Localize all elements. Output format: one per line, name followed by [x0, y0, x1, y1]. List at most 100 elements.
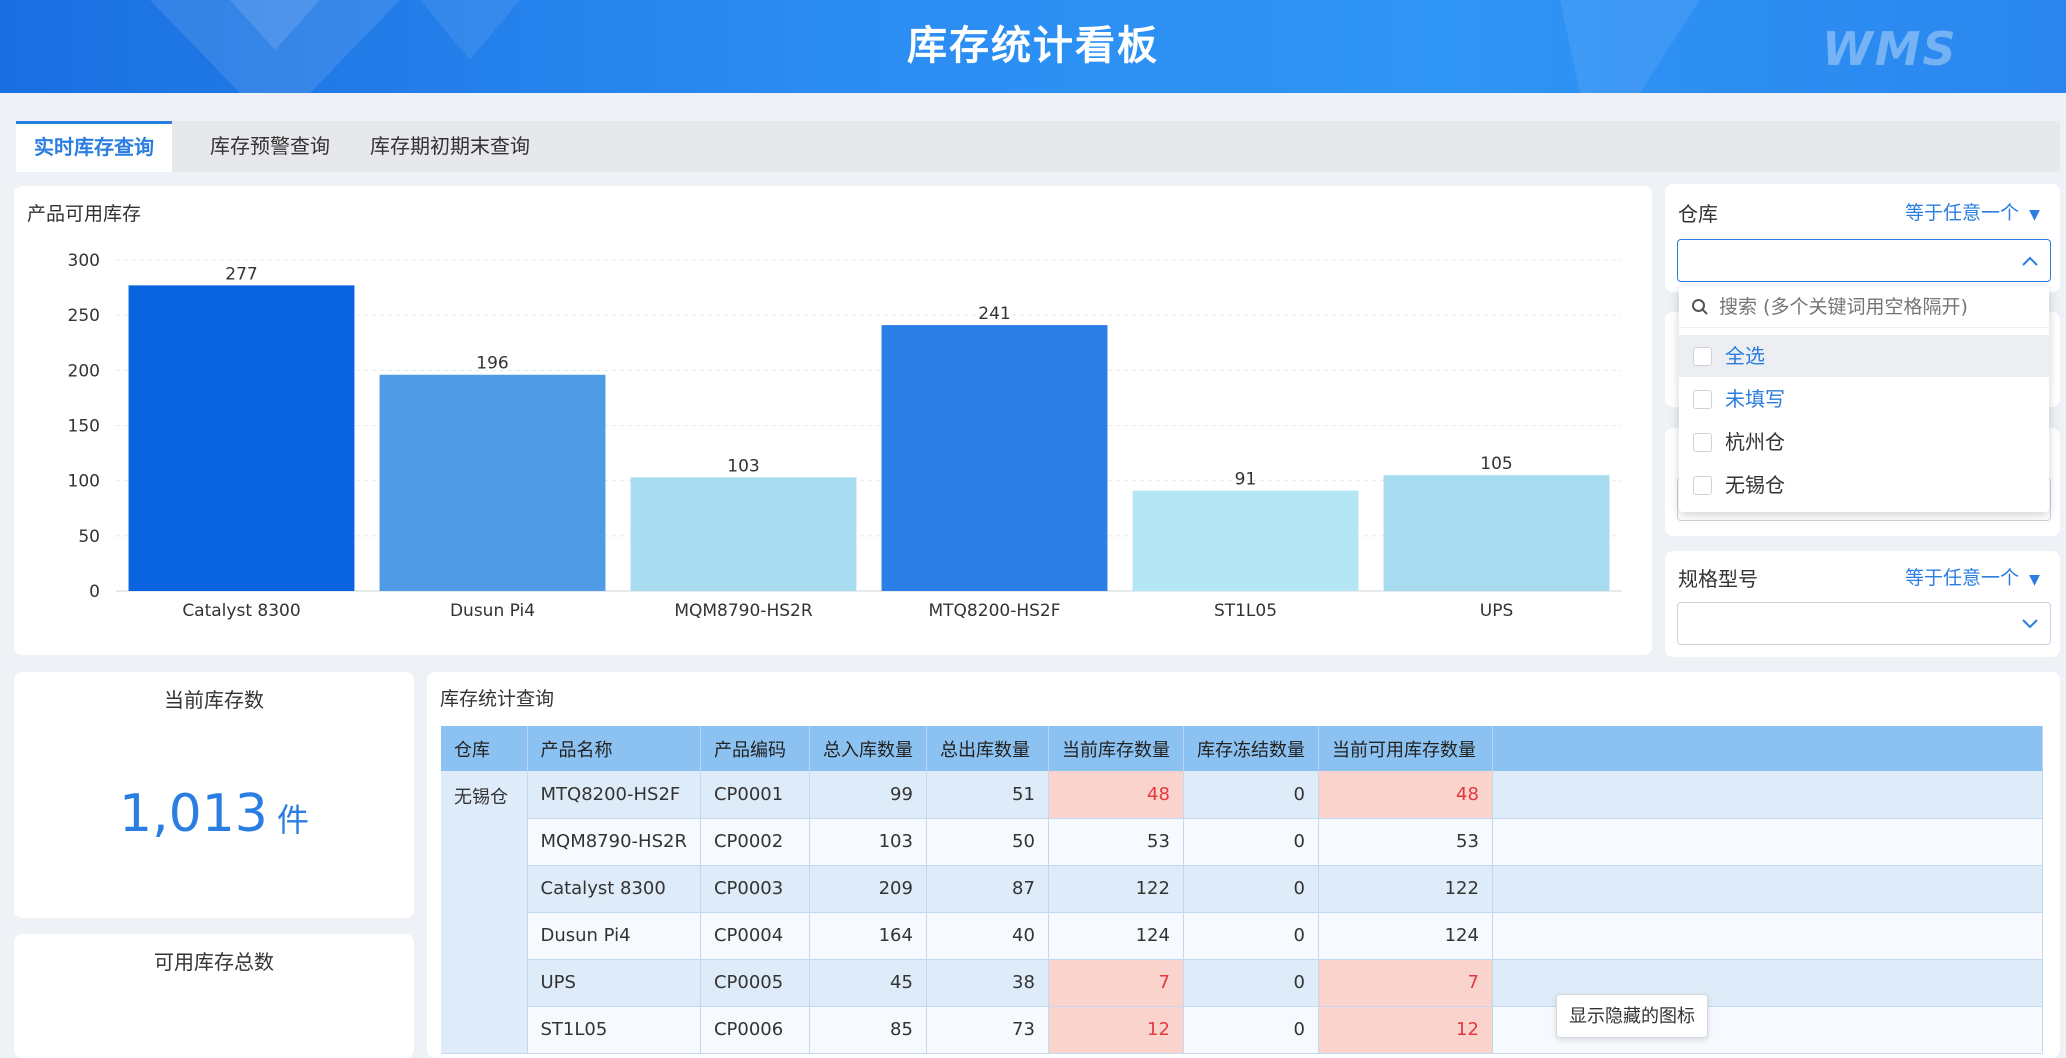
cell-available-stock: 124: [1318, 912, 1493, 960]
x-tick-label: ST1L05: [1214, 601, 1277, 621]
bar[interactable]: [379, 374, 606, 591]
cell-current-stock: 7: [1048, 959, 1184, 1007]
table-header-row: 仓库 产品名称 产品编码 总入库数量 总出库数量 当前库存数量 库存冻结数量 当…: [441, 726, 2043, 771]
col-frozen-stock[interactable]: 库存冻结数量: [1183, 726, 1319, 771]
spec-filter-mode[interactable]: 等于任意一个 ▼: [1905, 563, 2040, 590]
y-tick-label: 100: [68, 472, 100, 492]
table-row[interactable]: MQM8790-HS2R CP0002 103 50 53 0 53: [441, 818, 2043, 866]
cell-product-name: MTQ8200-HS2F: [527, 771, 701, 819]
cell-total-in: 164: [809, 912, 927, 960]
tab-realtime-stock[interactable]: 实时库存查询: [16, 121, 172, 172]
spec-filter-label: 规格型号: [1678, 567, 1758, 591]
x-tick-label: MQM8790-HS2R: [674, 601, 813, 621]
search-icon: [1692, 299, 1708, 315]
cell-filler: [1492, 818, 2043, 866]
dropdown-search-input[interactable]: [1717, 292, 2037, 322]
header-decoration: [150, 0, 1700, 93]
col-product-name[interactable]: 产品名称: [527, 726, 701, 771]
spec-filter-mode-label: 等于任意一个: [1905, 567, 2020, 589]
bar-data-label: 105: [1480, 454, 1512, 474]
cell-total-out: 38: [926, 959, 1049, 1007]
col-available-stock[interactable]: 当前可用库存数量: [1318, 726, 1493, 771]
cell-product-code: CP0004: [700, 912, 810, 960]
dropdown-option-hangzhou[interactable]: 杭州仓: [1679, 421, 2049, 463]
cell-total-out: 51: [926, 771, 1049, 819]
y-tick-label: 250: [68, 306, 100, 326]
cell-filler: [1492, 912, 2043, 960]
cell-frozen-stock: 0: [1183, 912, 1319, 960]
dropdown-option-unfilled[interactable]: 未填写: [1679, 378, 2049, 420]
caret-down-icon: ▼: [2029, 572, 2040, 588]
kpi-current-title: 当前库存数: [164, 688, 264, 712]
x-tick-label: UPS: [1480, 601, 1514, 621]
col-total-out[interactable]: 总出库数量: [926, 726, 1049, 771]
col-filler: [1492, 726, 2043, 771]
warehouse-filter-label: 仓库: [1678, 202, 1718, 226]
cell-total-out: 50: [926, 818, 1049, 866]
bar[interactable]: [128, 285, 355, 591]
y-tick-label: 150: [68, 417, 100, 437]
col-product-code[interactable]: 产品编码: [700, 726, 810, 771]
bar[interactable]: [1383, 475, 1610, 591]
spec-select[interactable]: [1677, 602, 2051, 645]
tab-stock-warning[interactable]: 库存预警查询: [210, 134, 330, 158]
option-label: 全选: [1725, 344, 1765, 368]
warehouse-filter-mode-label: 等于任意一个: [1905, 202, 2020, 224]
tab-stock-period[interactable]: 库存期初期末查询: [370, 134, 530, 158]
dropdown-option-wuxi[interactable]: 无锡仓: [1679, 464, 2049, 506]
table-row[interactable]: ST1L05 CP0006 85 73 12 0 12: [441, 1006, 2043, 1054]
y-tick-label: 200: [68, 361, 100, 381]
table-row[interactable]: UPS CP0005 45 38 7 0 7: [441, 959, 2043, 1007]
stock-table: 仓库 产品名称 产品编码 总入库数量 总出库数量 当前库存数量 库存冻结数量 当…: [441, 726, 2043, 1054]
bar-data-label: 196: [476, 354, 508, 374]
stock-table-title: 库存统计查询: [440, 688, 555, 710]
cell-current-stock: 124: [1048, 912, 1184, 960]
y-tick-label: 300: [68, 251, 100, 271]
page-title: 库存统计看板: [907, 23, 1159, 69]
warehouse-filter: 仓库 等于任意一个 ▼: [1665, 184, 2060, 292]
table-row[interactable]: Catalyst 8300 CP0003 209 87 122 0 122: [441, 865, 2043, 913]
cell-product-code: CP0001: [700, 771, 810, 819]
checkbox[interactable]: [1693, 390, 1712, 409]
cell-frozen-stock: 0: [1183, 818, 1319, 866]
cell-frozen-stock: 0: [1183, 865, 1319, 913]
tab-bar: 实时库存查询 库存预警查询 库存期初期末查询: [16, 121, 2060, 172]
dropdown-option-select-all[interactable]: 全选: [1679, 335, 2049, 377]
warehouse-filter-mode[interactable]: 等于任意一个 ▼: [1905, 198, 2040, 225]
col-current-stock[interactable]: 当前库存数量: [1048, 726, 1184, 771]
cell-frozen-stock: 0: [1183, 771, 1319, 819]
bar-data-label: 277: [225, 264, 257, 284]
col-warehouse[interactable]: 仓库: [441, 726, 528, 771]
cell-current-stock: 53: [1048, 818, 1184, 866]
y-tick-label: 50: [78, 527, 100, 547]
cell-current-stock: 48: [1048, 771, 1184, 819]
spec-filter: 规格型号 等于任意一个 ▼: [1665, 551, 2060, 657]
bar[interactable]: [881, 325, 1108, 591]
checkbox[interactable]: [1693, 347, 1712, 366]
kpi-current-value: 1,013: [119, 784, 268, 844]
bar[interactable]: [1132, 490, 1359, 591]
chevron-up-icon: [2022, 256, 2038, 266]
cell-available-stock: 53: [1318, 818, 1493, 866]
caret-down-icon: ▼: [2029, 207, 2040, 223]
checkbox[interactable]: [1693, 433, 1712, 452]
option-label: 无锡仓: [1725, 473, 1785, 497]
col-total-in[interactable]: 总入库数量: [809, 726, 927, 771]
x-tick-label: Dusun Pi4: [450, 601, 535, 621]
cell-total-in: 209: [809, 865, 927, 913]
cell-product-code: CP0005: [700, 959, 810, 1007]
cell-available-stock: 7: [1318, 959, 1493, 1007]
bar[interactable]: [630, 477, 857, 591]
warehouse-select[interactable]: [1677, 239, 2051, 282]
bar-data-label: 241: [978, 304, 1010, 324]
y-tick-label: 0: [89, 582, 100, 602]
cell-total-in: 103: [809, 818, 927, 866]
table-row[interactable]: 无锡仓 MTQ8200-HS2F CP0001 99 51 48 0 48: [441, 771, 2043, 1054]
cell-product-code: CP0003: [700, 865, 810, 913]
bar-data-label: 91: [1235, 470, 1257, 490]
table-row[interactable]: Dusun Pi4 CP0004 164 40 124 0 124: [441, 912, 2043, 960]
page-header: 库存统计看板 WMS: [0, 0, 2066, 93]
dropdown-search[interactable]: [1679, 286, 2049, 328]
chart-title: 产品可用库存: [27, 203, 142, 225]
checkbox[interactable]: [1693, 476, 1712, 495]
